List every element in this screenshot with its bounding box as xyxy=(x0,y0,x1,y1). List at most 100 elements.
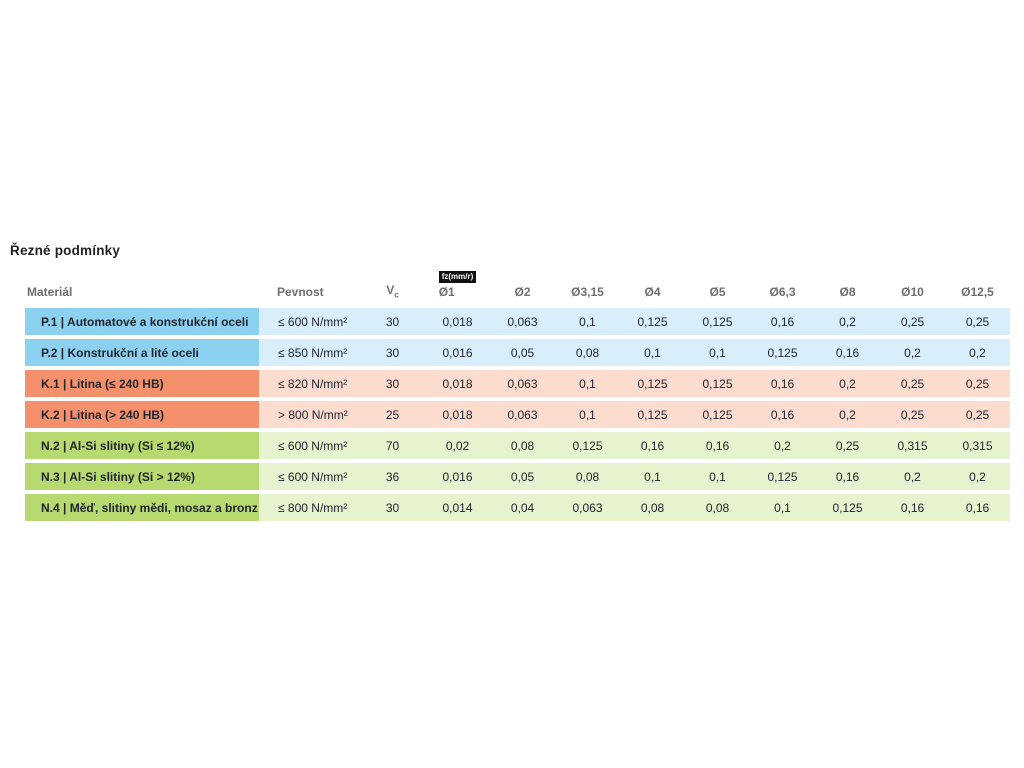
value-cell: 0,315 xyxy=(945,432,1010,459)
table-row: N.2 | Al-Si slitiny (Si ≤ 12%) ≤ 600 N/mm… xyxy=(25,432,1010,459)
table-row: P.1 | Automatové a konstrukční oceli ≤ 60… xyxy=(25,308,1010,335)
cutting-conditions-table: Materiál Pevnost Vc fz(mm/r) Ø1 Ø2 Ø3,15… xyxy=(25,268,1010,525)
value-cell: 0,2 xyxy=(880,463,945,490)
value-cell: 0,08 xyxy=(490,432,555,459)
value-cell: 0,25 xyxy=(880,401,945,428)
column-header-vc: Vc xyxy=(360,283,425,299)
vc-cell: 30 xyxy=(360,370,425,397)
value-cell: 0,1 xyxy=(620,339,685,366)
value-cell: 0,25 xyxy=(945,308,1010,335)
value-cell: 0,2 xyxy=(945,339,1010,366)
column-header-strength: Pevnost xyxy=(277,285,324,299)
value-cell: 0,014 xyxy=(425,494,490,521)
strength-cell: ≤ 820 N/mm² xyxy=(259,370,360,397)
vc-cell: 36 xyxy=(360,463,425,490)
vc-subscript: c xyxy=(394,290,399,299)
value-cell: 0,2 xyxy=(815,401,880,428)
column-header-d8: Ø10 xyxy=(901,285,924,299)
vc-symbol: V xyxy=(386,282,395,297)
table-row: N.3 | Al-Si slitiny (Si > 12%) ≤ 600 N/mm… xyxy=(25,463,1010,490)
vc-cell: 70 xyxy=(360,432,425,459)
material-cell: N.3 | Al-Si slitiny (Si > 12%) xyxy=(25,463,259,490)
value-cell: 0,125 xyxy=(685,370,750,397)
value-cell: 0,02 xyxy=(425,432,490,459)
value-cell: 0,16 xyxy=(750,401,815,428)
table-row: K.2 | Litina (> 240 HB) > 800 N/mm² 25 0,01… xyxy=(25,401,1010,428)
column-header-d1: fz(mm/r) Ø1 xyxy=(425,268,490,299)
strength-cell: ≤ 600 N/mm² xyxy=(259,308,360,335)
diameter-label: Ø1 xyxy=(438,285,455,299)
value-cell: 0,125 xyxy=(620,308,685,335)
strength-cell: ≤ 600 N/mm² xyxy=(259,432,360,459)
column-header-d2: Ø2 xyxy=(514,285,531,299)
value-cell: 0,2 xyxy=(815,370,880,397)
value-cell: 0,125 xyxy=(685,308,750,335)
strength-cell: ≤ 600 N/mm² xyxy=(259,463,360,490)
value-cell: 0,125 xyxy=(620,370,685,397)
vc-cell: 30 xyxy=(360,494,425,521)
column-header-material: Materiál xyxy=(27,285,73,299)
table-header: Materiál Pevnost Vc fz(mm/r) Ø1 Ø2 Ø3,15… xyxy=(25,268,1010,299)
material-cell: K.2 | Litina (> 240 HB) xyxy=(25,401,259,428)
table-row: K.1 | Litina (≤ 240 HB) ≤ 820 N/mm² 30 0,01… xyxy=(25,370,1010,397)
value-cell: 0,125 xyxy=(815,494,880,521)
value-cell: 0,2 xyxy=(815,308,880,335)
column-header-d7: Ø8 xyxy=(839,285,856,299)
value-cell: 0,16 xyxy=(750,370,815,397)
value-cell: 0,1 xyxy=(620,463,685,490)
value-cell: 0,25 xyxy=(815,432,880,459)
vc-cell: 25 xyxy=(360,401,425,428)
value-cell: 0,063 xyxy=(490,370,555,397)
strength-cell: ≤ 800 N/mm² xyxy=(259,494,360,521)
strength-cell: > 800 N/mm² xyxy=(259,401,360,428)
table-row: N.4 | Měď, slitiny mědi, mosaz a bronz ≤ … xyxy=(25,494,1010,521)
value-cell: 0,2 xyxy=(880,339,945,366)
value-cell: 0,315 xyxy=(880,432,945,459)
value-cell: 0,25 xyxy=(880,308,945,335)
value-cell: 0,16 xyxy=(685,432,750,459)
value-cell: 0,016 xyxy=(425,463,490,490)
value-cell: 0,125 xyxy=(555,432,620,459)
value-cell: 0,25 xyxy=(945,401,1010,428)
value-cell: 0,08 xyxy=(620,494,685,521)
value-cell: 0,1 xyxy=(685,339,750,366)
value-cell: 0,1 xyxy=(750,494,815,521)
value-cell: 0,05 xyxy=(490,463,555,490)
value-cell: 0,018 xyxy=(425,308,490,335)
value-cell: 0,16 xyxy=(750,308,815,335)
value-cell: 0,2 xyxy=(750,432,815,459)
column-header-d3: Ø3,15 xyxy=(571,285,604,299)
vc-cell: 30 xyxy=(360,308,425,335)
table-body: P.1 | Automatové a konstrukční oceli ≤ 60… xyxy=(25,308,1010,521)
column-header-d4: Ø4 xyxy=(644,285,661,299)
value-cell: 0,1 xyxy=(555,308,620,335)
material-cell: N.2 | Al-Si slitiny (Si ≤ 12%) xyxy=(25,432,259,459)
material-cell: N.4 | Měď, slitiny mědi, mosaz a bronz xyxy=(25,494,259,521)
value-cell: 0,16 xyxy=(815,339,880,366)
value-cell: 0,2 xyxy=(945,463,1010,490)
value-cell: 0,125 xyxy=(750,339,815,366)
value-cell: 0,16 xyxy=(815,463,880,490)
value-cell: 0,063 xyxy=(490,308,555,335)
column-header-d9: Ø12,5 xyxy=(961,285,994,299)
value-cell: 0,04 xyxy=(490,494,555,521)
value-cell: 0,018 xyxy=(425,401,490,428)
value-cell: 0,016 xyxy=(425,339,490,366)
value-cell: 0,25 xyxy=(880,370,945,397)
value-cell: 0,125 xyxy=(620,401,685,428)
value-cell: 0,08 xyxy=(555,463,620,490)
value-cell: 0,125 xyxy=(750,463,815,490)
value-cell: 0,018 xyxy=(425,370,490,397)
material-cell: P.1 | Automatové a konstrukční oceli xyxy=(25,308,259,335)
material-cell: K.1 | Litina (≤ 240 HB) xyxy=(25,370,259,397)
value-cell: 0,16 xyxy=(880,494,945,521)
table-row: P.2 | Konstrukční a lité oceli ≤ 850 N/mm… xyxy=(25,339,1010,366)
vc-cell: 30 xyxy=(360,339,425,366)
value-cell: 0,063 xyxy=(490,401,555,428)
value-cell: 0,125 xyxy=(685,401,750,428)
fz-unit-badge: fz(mm/r) xyxy=(438,271,477,283)
value-cell: 0,063 xyxy=(555,494,620,521)
page-title: Řezné podmínky xyxy=(10,243,121,258)
value-cell: 0,16 xyxy=(620,432,685,459)
